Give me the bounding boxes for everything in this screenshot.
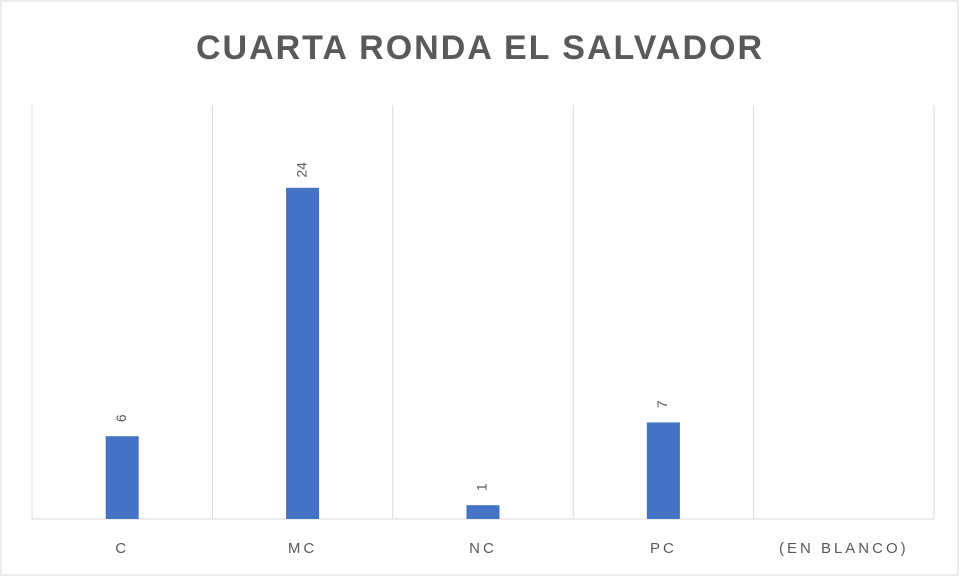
- data-label: 1: [474, 483, 490, 491]
- bar: [466, 505, 500, 519]
- x-tick-label: MC: [288, 540, 317, 557]
- x-tick-label: C: [115, 540, 129, 557]
- bar: [286, 187, 320, 520]
- x-tick-label: NC: [469, 540, 497, 557]
- bar: [646, 422, 680, 519]
- bar: [105, 436, 139, 519]
- data-label: 7: [654, 400, 670, 408]
- x-tick-label: (EN BLANCO): [779, 540, 909, 557]
- data-label: 24: [293, 162, 309, 178]
- chart-title: CUARTA RONDA EL SALVADOR: [196, 29, 764, 67]
- data-label: 6: [113, 414, 129, 422]
- x-tick-label: PC: [650, 540, 677, 557]
